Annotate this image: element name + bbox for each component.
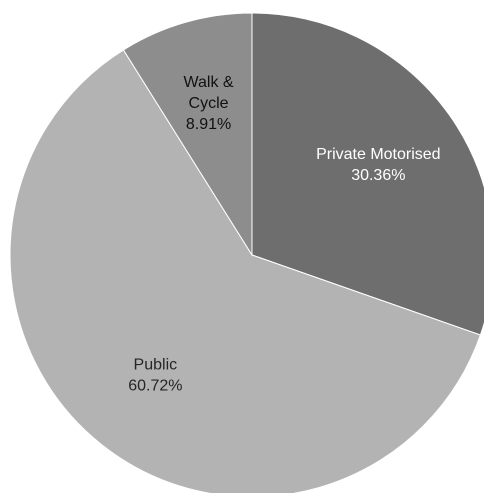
slice-label-public: Public 60.72% — [128, 357, 182, 395]
slice-name-public: Public — [134, 357, 178, 374]
pie-labels: Private Motorised 30.36% Public 60.72% Walk … — [128, 74, 440, 395]
slice-public — [9, 49, 482, 493]
slice-name-walk-and-cycle: Walk & — [183, 74, 233, 91]
slice-name-private-motorised: Private Motorised — [316, 146, 441, 163]
slice-percent-public: 60.72% — [128, 378, 182, 395]
slice-walk-and-cycle — [122, 12, 253, 257]
slice-percent-walk-and-cycle: 8.91% — [186, 116, 231, 133]
slice-label-private-motorised: Private Motorised 30.36% — [316, 146, 441, 184]
slice-name-walk-and-cycle: Cycle — [189, 95, 229, 112]
slice-label-walk-and-cycle: Walk & Cycle 8.91% — [183, 74, 233, 133]
pie-slices — [9, 12, 484, 493]
slice-private-motorised — [251, 12, 484, 336]
slice-percent-private-motorised: 30.36% — [351, 167, 405, 184]
